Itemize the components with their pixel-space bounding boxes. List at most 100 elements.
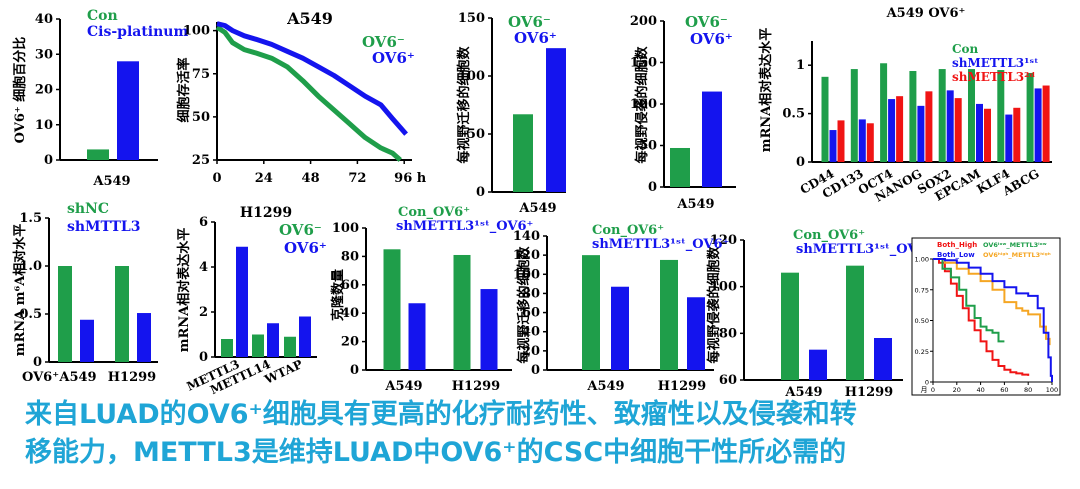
p6-y-tick-label: 0.5 bbox=[19, 307, 42, 322]
p7-y-tick-label: 2 bbox=[199, 305, 208, 320]
p6-bar-shMTTL3-H1299 bbox=[137, 313, 151, 362]
p1-bar-Con-A549 bbox=[87, 149, 109, 160]
p2-line-OV6⁺ bbox=[216, 21, 408, 136]
p9-y-tick-label: 20 bbox=[522, 344, 540, 359]
p9-x-tick-label: H1299 bbox=[658, 379, 706, 394]
p5-bar-Con-ABCG bbox=[1026, 72, 1034, 162]
p5-bar-Con-CD133 bbox=[850, 69, 858, 162]
p10-bar-shMETTL3¹ˢᵗ_OV6⁺-A549 bbox=[809, 349, 827, 380]
p6-bar-shNC-H1299 bbox=[115, 266, 129, 362]
p11-y-tick-label: 0.75 bbox=[915, 286, 929, 294]
p9-y-tick-label: 40 bbox=[522, 325, 540, 340]
p5-bar-Con-SOX2 bbox=[938, 69, 946, 162]
p2-y-tick-label: 75 bbox=[192, 67, 210, 82]
p11-x-tick-label: 80 bbox=[1024, 386, 1032, 394]
p9-bar-shMETTL3¹ˢᵗ_OV6⁺-A549 bbox=[611, 286, 629, 370]
p10-legend-con: Con_OV6⁺ bbox=[793, 228, 865, 243]
p10-x-tick-label: H1299 bbox=[845, 385, 893, 400]
p9-y-tick-label: 80 bbox=[522, 286, 540, 301]
p4-y-tick-label: 100 bbox=[630, 97, 657, 112]
p11-x-axis-label: 月 bbox=[921, 386, 928, 394]
p5-y-tick-label: 0.5 bbox=[782, 107, 805, 122]
p8-bar-shMETTL3¹ˢᵗ_OV6⁺-H1299 bbox=[480, 289, 498, 370]
p10-legend-sh: shMETTL3¹ˢᵗ_OV6⁺ bbox=[796, 242, 933, 257]
p2-legend-ov6pos: OV6⁺ bbox=[372, 49, 415, 67]
p8-bar-Con_OV6⁺-A549 bbox=[383, 249, 401, 370]
p5-bar-shMETTL3¹ˢᵗ-EPCAM bbox=[976, 103, 983, 162]
p5-bar-shMETTL3¹ˢᵗ-CD133 bbox=[858, 119, 866, 162]
p1-y-tick-label: 40 bbox=[35, 12, 53, 27]
p5-bar-Con-NANOG bbox=[909, 71, 917, 162]
p7-bar-OV6⁻-WTAP bbox=[284, 336, 296, 357]
p2-line-OV6⁻ bbox=[215, 25, 402, 162]
p5-bar-shMETTL3¹ˢᵗ-NANOG bbox=[917, 105, 925, 162]
p2-x-tick-label: 96 h bbox=[394, 171, 427, 186]
p5-y-axis-label: mRNA相对表达水平 bbox=[758, 28, 774, 153]
p8-bar-shMETTL3¹ˢᵗ_OV6⁺-A549 bbox=[408, 303, 426, 370]
p7-bar-OV6⁺-WTAP bbox=[299, 316, 311, 357]
p8-y-tick-label: 60 bbox=[341, 278, 359, 293]
p7-bar-OV6⁺-METTL14 bbox=[267, 323, 279, 357]
p4-y-tick-label: 200 bbox=[630, 14, 657, 29]
p6-y-tick-label: 1.0 bbox=[19, 259, 42, 274]
p8-x-tick-label: A549 bbox=[384, 379, 422, 394]
p3-legend-ov6neg: OV6⁻ bbox=[508, 13, 551, 31]
p5-bar-shMETTL3¹ˢᵗ-SOX2 bbox=[946, 90, 954, 162]
p9-y-tick-label: 0 bbox=[531, 363, 540, 378]
p5-legend-sh2: shMETTL3²ᵈ bbox=[952, 70, 1035, 84]
p5-bar-Con-KLF4 bbox=[997, 70, 1005, 162]
p1-bar-Cis-platinum-A549 bbox=[117, 61, 139, 160]
p7-legend-ov6pos: OV6⁺ bbox=[284, 239, 327, 257]
p9-y-tick-label: 60 bbox=[522, 306, 540, 321]
p11-x-tick-label: 60 bbox=[1000, 386, 1008, 394]
p10-x-tick-label: A549 bbox=[784, 385, 822, 400]
p4-bar-OV6⁺-A549 bbox=[702, 91, 722, 187]
p7-legend-ov6neg: OV6⁻ bbox=[279, 221, 322, 239]
caption-line-2: 移能力，METTL3是维持LUAD中OV6⁺的CSC中细胞干性所必需的 bbox=[25, 437, 847, 468]
p1-y-tick-label: 10 bbox=[35, 118, 53, 133]
p3-bar-OV6⁻-A549 bbox=[513, 114, 533, 192]
p11-x-tick-label: 100 bbox=[1046, 386, 1058, 394]
p7-bar-OV6⁻-METTL3 bbox=[221, 339, 233, 357]
p3-bar-OV6⁺-A549 bbox=[546, 48, 566, 192]
p5-bar-shMETTL3¹ˢᵗ-OCT4 bbox=[888, 99, 896, 162]
p11-x-tick-label: 40 bbox=[976, 386, 984, 394]
p9-x-tick-label: A549 bbox=[586, 379, 624, 394]
p6-bar-shNC-A549 bbox=[58, 266, 72, 362]
p9-bar-shMETTL3¹ˢᵗ_OV6⁺-H1299 bbox=[687, 297, 705, 370]
p11-legend-low: OV6ˡᵒʷ_METTL3ˡᵒʷ bbox=[983, 241, 1047, 249]
p5-legend-sh1: shMETTL3¹ˢᵗ bbox=[952, 56, 1039, 70]
p5-y-tick-label: 1 bbox=[796, 58, 805, 73]
p5-legend-con: Con bbox=[952, 42, 979, 56]
p3-y-axis-label: 每视野迁移的细胞数 bbox=[456, 46, 472, 164]
p1-y-tick-label: 0 bbox=[44, 153, 53, 168]
p10-y-tick-label: 60 bbox=[719, 373, 737, 388]
p2-legend-ov6neg: OV6⁻ bbox=[362, 33, 405, 51]
p9-y-tick-label: 100 bbox=[513, 267, 540, 282]
p11-y-tick-label: 0 bbox=[925, 379, 929, 387]
p11-km-curve-OV6ˡᵒʷ_METTL3ˡᵒʷ bbox=[933, 258, 1005, 343]
p11-frame bbox=[911, 237, 1061, 396]
p8-y-tick-label: 80 bbox=[341, 249, 359, 264]
p2-x-tick-label: 0 bbox=[212, 171, 221, 186]
p11-y-tick-label: 0.25 bbox=[915, 348, 929, 356]
p5-bar-shMETTL3²ᵈ-CD133 bbox=[866, 123, 874, 162]
p5-bar-shMETTL3²ᵈ-OCT4 bbox=[896, 96, 904, 162]
p3-y-tick-label: 150 bbox=[458, 11, 485, 26]
p1-legend-con: Con bbox=[87, 8, 118, 24]
p11-x-tick-label: 20 bbox=[953, 386, 961, 394]
p6-x-tick-label: OV6⁺ bbox=[22, 370, 59, 385]
p4-y-tick-label: 150 bbox=[630, 56, 657, 71]
p11-legend-high: OV6ʰⁱᵍʰ_METTL3ʰⁱᵍʰ bbox=[983, 251, 1051, 259]
p10-bar-Con_OV6⁺-A549 bbox=[781, 272, 799, 380]
p10-bar-shMETTL3¹ˢᵗ_OV6⁺-H1299 bbox=[874, 338, 892, 380]
p1-legend-cis: Cis-platinum bbox=[87, 24, 188, 40]
p3-y-tick-label: 50 bbox=[467, 127, 485, 142]
p9-bar-Con_OV6⁺-A549 bbox=[582, 255, 600, 370]
p2-x-tick-label: 48 bbox=[302, 171, 320, 186]
p7-bar-OV6⁻-METTL14 bbox=[252, 334, 264, 357]
p11-y-tick-label: 0.50 bbox=[915, 317, 929, 325]
p6-x-tick-label: H1299 bbox=[108, 370, 156, 385]
p8-y-tick-label: 0 bbox=[350, 363, 359, 378]
p6-bar-shMTTL3-A549 bbox=[80, 319, 94, 362]
